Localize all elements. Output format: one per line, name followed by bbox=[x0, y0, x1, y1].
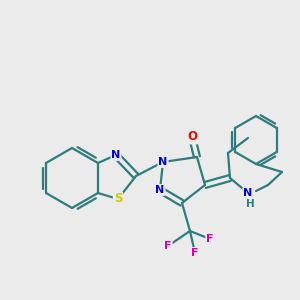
Text: F: F bbox=[206, 234, 214, 244]
Text: N: N bbox=[111, 150, 121, 160]
Text: N: N bbox=[243, 188, 253, 198]
Text: F: F bbox=[191, 248, 199, 258]
Text: N: N bbox=[155, 185, 165, 195]
Text: S: S bbox=[114, 193, 122, 206]
Text: O: O bbox=[187, 130, 197, 143]
Text: N: N bbox=[158, 157, 168, 167]
Text: F: F bbox=[164, 241, 172, 251]
Text: H: H bbox=[246, 199, 254, 209]
